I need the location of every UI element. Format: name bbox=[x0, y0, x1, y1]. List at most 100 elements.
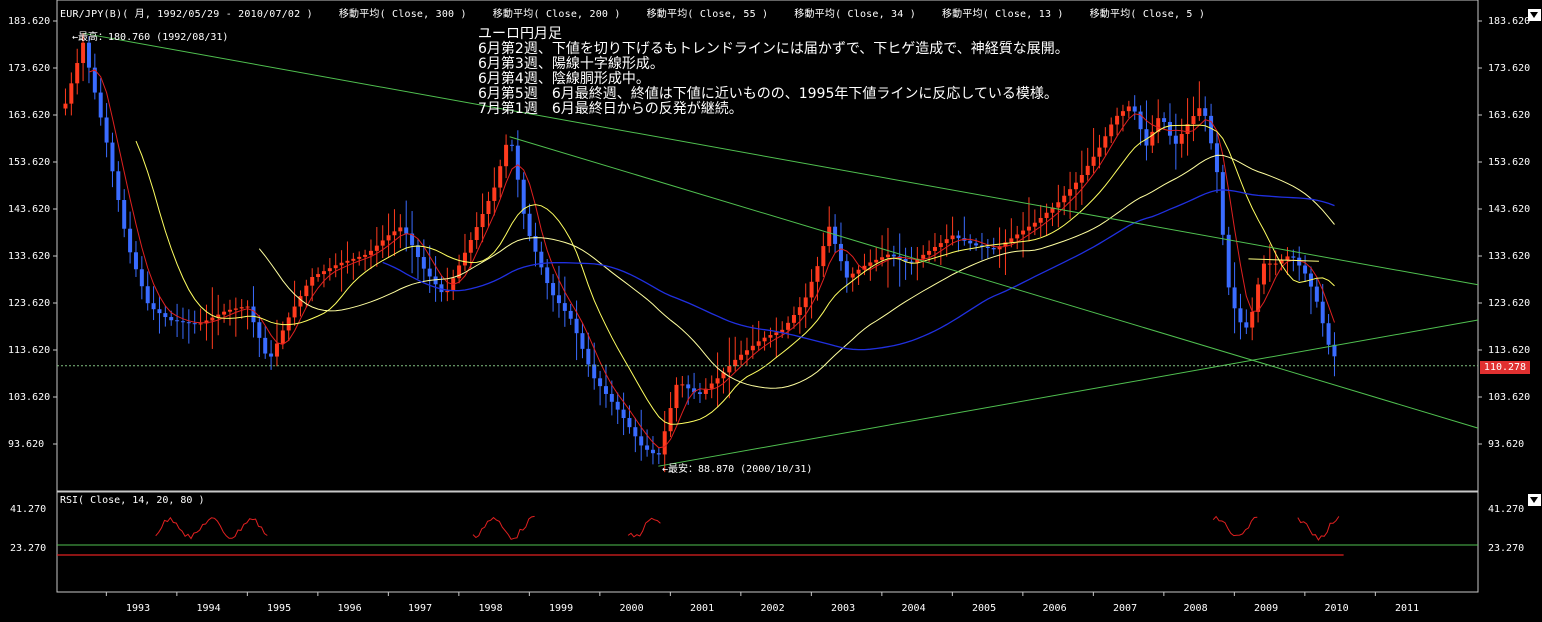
candle-body bbox=[410, 233, 415, 246]
candle-body bbox=[1150, 131, 1155, 146]
price-tick-label-right: 183.620 bbox=[1488, 16, 1530, 27]
candle-body bbox=[304, 285, 309, 297]
candle-body bbox=[210, 317, 215, 321]
candle-body bbox=[333, 265, 338, 269]
candle-body bbox=[69, 83, 74, 104]
price-panel-dropdown[interactable] bbox=[1528, 9, 1541, 21]
candle-body bbox=[1267, 263, 1272, 265]
candle-body bbox=[345, 260, 350, 263]
candle-body bbox=[938, 243, 943, 248]
candle-body bbox=[521, 179, 526, 214]
rsi-header: RSI( Close, 14, 20, 80 ) bbox=[60, 495, 205, 506]
candle-body bbox=[1126, 106, 1131, 112]
price-tick-label-right: 153.620 bbox=[1488, 157, 1530, 168]
price-tick-label-left: 163.620 bbox=[8, 110, 50, 121]
candle-body bbox=[979, 245, 984, 247]
candle-body bbox=[468, 239, 473, 253]
candle-body bbox=[556, 295, 561, 304]
candle-body bbox=[357, 256, 362, 259]
candle-body bbox=[298, 296, 303, 307]
candle-body bbox=[233, 308, 238, 310]
candle-body bbox=[527, 213, 532, 237]
price-tick-label-right: 143.620 bbox=[1488, 204, 1530, 215]
candle-body bbox=[551, 283, 556, 296]
candle-body bbox=[145, 286, 150, 304]
candle-body bbox=[1209, 115, 1214, 144]
candle-body bbox=[756, 341, 761, 346]
rsi-line bbox=[627, 517, 661, 538]
candle-body bbox=[985, 246, 990, 248]
rsi-line bbox=[1297, 516, 1340, 541]
candle-body bbox=[86, 42, 91, 68]
candle-body bbox=[650, 449, 655, 454]
high-marker: ←最高：180.760 (1992/08/31) bbox=[72, 32, 229, 43]
candle-body bbox=[797, 307, 802, 316]
candle-body bbox=[703, 388, 708, 394]
annotation-text: ユーロ円月足 6月第2週、下値を切り下げるもトレンドラインには届かずで、下ヒゲ造成… bbox=[478, 27, 1069, 117]
candle-body bbox=[1191, 116, 1196, 125]
candle-body bbox=[380, 240, 385, 246]
candle-body bbox=[204, 320, 209, 324]
price-tick-label-right: 113.620 bbox=[1488, 345, 1530, 356]
candle-body bbox=[733, 359, 738, 367]
candle-body bbox=[186, 322, 191, 324]
candle-body bbox=[1091, 156, 1096, 166]
candle-body bbox=[639, 436, 644, 446]
rsi-tick-right-lower: 23.270 bbox=[1488, 543, 1525, 554]
price-tick-label-left: 153.620 bbox=[8, 157, 50, 168]
candle-body bbox=[786, 322, 791, 330]
x-tick-label: 1998 bbox=[479, 603, 503, 614]
short-level-line bbox=[1248, 258, 1319, 262]
candle-body bbox=[715, 378, 720, 384]
candle-body bbox=[1162, 118, 1167, 122]
candle-body bbox=[1261, 263, 1266, 285]
candle-body bbox=[697, 392, 702, 394]
x-tick-label: 2011 bbox=[1395, 603, 1419, 614]
candle-body bbox=[415, 245, 420, 258]
candle-body bbox=[1050, 207, 1055, 213]
candle-body bbox=[222, 311, 227, 315]
candle-body bbox=[398, 227, 403, 232]
candle-body bbox=[932, 247, 937, 251]
price-tick-label-right: 93.620 bbox=[1488, 439, 1524, 450]
candle-body bbox=[1120, 111, 1125, 116]
x-tick-label: 2005 bbox=[972, 603, 996, 614]
candle-body bbox=[721, 372, 726, 379]
candle-body bbox=[1332, 344, 1337, 357]
price-tick-label-left: 133.620 bbox=[8, 251, 50, 262]
rsi-line bbox=[1212, 515, 1258, 537]
rsi-panel-dropdown[interactable] bbox=[1528, 494, 1541, 506]
price-tick-label-left: 173.620 bbox=[8, 63, 50, 74]
candle-body bbox=[762, 337, 767, 342]
candle-body bbox=[133, 252, 138, 270]
candle-body bbox=[427, 268, 432, 277]
candle-body bbox=[1214, 143, 1219, 173]
candle-body bbox=[615, 401, 620, 410]
candle-body bbox=[339, 262, 344, 266]
candle-body bbox=[374, 245, 379, 251]
candle-body bbox=[216, 314, 221, 318]
candle-body bbox=[844, 261, 849, 278]
candle-body bbox=[1156, 118, 1161, 132]
candle-body bbox=[780, 329, 785, 333]
candle-body bbox=[574, 318, 579, 334]
candle-body bbox=[368, 250, 373, 255]
candle-body bbox=[950, 235, 955, 240]
candle-body bbox=[891, 254, 896, 257]
x-tick-label: 2009 bbox=[1254, 603, 1278, 614]
price-tick-label-left: 183.620 bbox=[8, 16, 50, 27]
candle-body bbox=[392, 231, 397, 236]
candle-body bbox=[903, 259, 908, 262]
candle-body bbox=[621, 409, 626, 419]
candle-body bbox=[656, 453, 661, 455]
candle-body bbox=[598, 378, 603, 387]
candle-body bbox=[1097, 147, 1102, 157]
candle-body bbox=[674, 384, 679, 409]
candle-body bbox=[1185, 124, 1190, 134]
candle-body bbox=[263, 337, 268, 354]
candle-body bbox=[991, 247, 996, 250]
candle-body bbox=[63, 103, 68, 109]
candle-body bbox=[744, 350, 749, 355]
candle-body bbox=[774, 332, 779, 336]
